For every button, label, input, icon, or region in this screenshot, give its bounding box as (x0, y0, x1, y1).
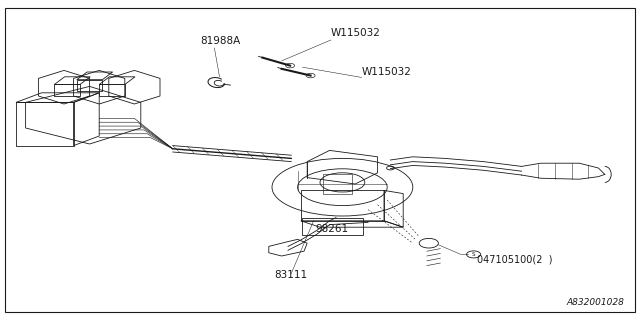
Text: 81988A: 81988A (201, 36, 241, 46)
Text: A832001028: A832001028 (566, 298, 624, 307)
Text: S: S (472, 252, 476, 257)
Text: 98261: 98261 (315, 224, 348, 234)
Text: 047105100(2  ): 047105100(2 ) (477, 254, 552, 264)
Text: W115032: W115032 (331, 28, 381, 38)
Text: W115032: W115032 (362, 67, 412, 77)
Text: 83111: 83111 (275, 270, 308, 280)
